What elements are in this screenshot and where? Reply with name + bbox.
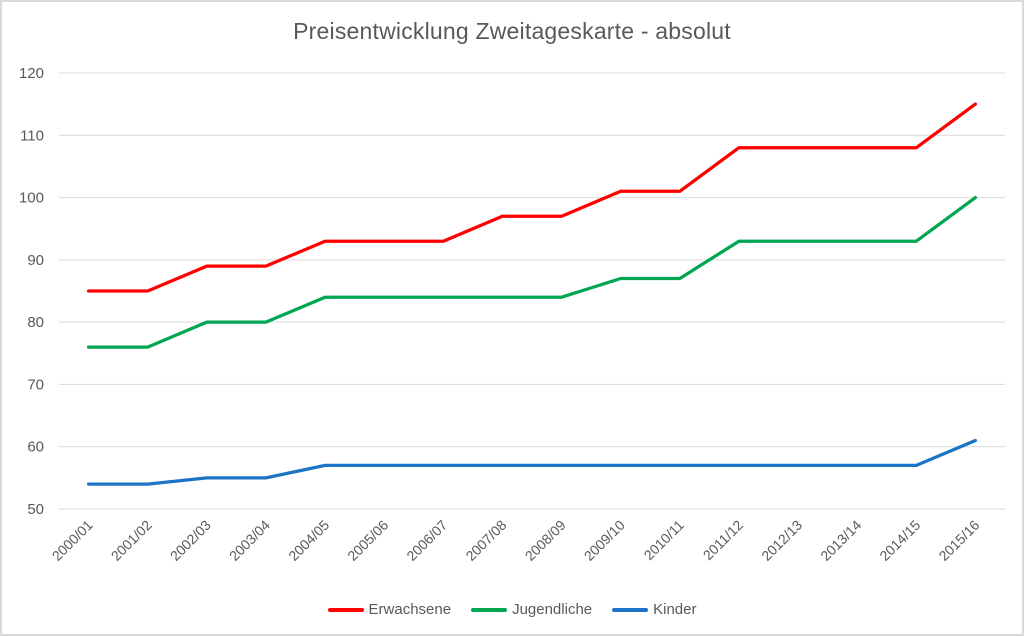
legend-item: Jugendliche — [471, 601, 592, 618]
legend-swatch-icon — [612, 607, 649, 612]
x-axis-label: 2003/04 — [226, 517, 273, 564]
x-axis-label: 2015/16 — [935, 517, 982, 564]
legend-label: Jugendliche — [512, 601, 593, 618]
legend-item: Erwachsene — [327, 601, 452, 618]
chart-title: Preisentwicklung Zweitageskarte - absolu… — [293, 18, 731, 44]
y-axis-label: 90 — [27, 252, 44, 269]
y-axis-label: 70 — [27, 376, 44, 393]
x-axis-label: 2012/13 — [758, 517, 805, 564]
y-axis-label: 120 — [19, 65, 44, 82]
legend-label: Erwachsene — [368, 601, 452, 618]
y-axis-label: 60 — [27, 439, 44, 456]
x-axis-label: 2014/15 — [876, 517, 923, 564]
x-axis-label: 2010/11 — [641, 517, 688, 564]
legend-swatch-icon — [327, 607, 364, 612]
x-axis-label: 2004/05 — [285, 517, 332, 564]
series-line-jugendliche — [86, 195, 978, 349]
legend: Erwachsene Jugendliche Kinder — [2, 601, 1022, 618]
x-axis-label: 2006/07 — [403, 517, 450, 564]
x-axis-label: 2000/01 — [49, 517, 96, 564]
x-axis-label: 2008/09 — [522, 517, 569, 564]
y-axis-label: 80 — [27, 314, 44, 331]
x-axis-label: 2007/08 — [462, 517, 509, 564]
x-axis-label: 2009/10 — [581, 517, 628, 564]
legend-label: Kinder — [653, 601, 697, 618]
series-line-erwachsene — [86, 102, 978, 293]
x-axis-label: 2011/12 — [700, 517, 747, 564]
legend-item: Kinder — [612, 601, 696, 618]
y-axis-label: 50 — [27, 501, 44, 518]
x-axis-label: 2002/03 — [167, 517, 214, 564]
series-line-kinder — [86, 438, 978, 486]
legend-swatch-icon — [471, 607, 508, 612]
x-axis-label: 2013/14 — [817, 517, 864, 564]
x-axis-label: 2001/02 — [108, 517, 155, 564]
x-axis-label: 2005/06 — [344, 517, 391, 564]
y-axis-label: 110 — [20, 127, 44, 144]
y-axis-label: 100 — [19, 190, 44, 207]
